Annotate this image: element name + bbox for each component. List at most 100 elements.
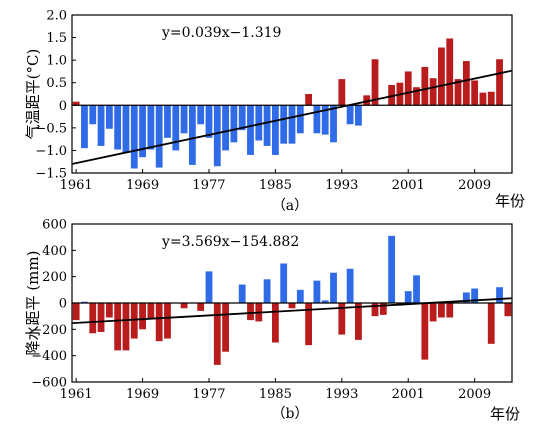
bar-1992	[330, 272, 337, 303]
precipitation-trend-line	[71, 297, 513, 325]
bar-1978	[213, 303, 221, 365]
y-tick-label: 400	[42, 244, 67, 259]
bar-1996	[363, 95, 371, 106]
bar-1979	[222, 303, 229, 352]
bar-1994	[346, 105, 354, 125]
precipitation-x-unit-label: 年份	[490, 405, 520, 423]
bar-1977	[205, 271, 213, 303]
bar-2009	[471, 288, 479, 303]
bar-2001	[404, 71, 412, 106]
bar-1990	[313, 280, 321, 303]
bar-1988	[296, 105, 304, 134]
x-tick-label: 1985	[259, 387, 292, 402]
x-tick-label: 2009	[458, 387, 491, 402]
bar-1981	[238, 284, 246, 303]
y-tick-label: 0.5	[46, 76, 67, 91]
bar-1997	[371, 59, 379, 106]
y-tick-label: 1.0	[46, 54, 67, 69]
precipitation-panel-caption: （b）	[272, 406, 309, 422]
bar-2004	[429, 78, 437, 106]
temperature-panel-caption: （a）	[272, 198, 308, 214]
temperature-trend-line	[71, 69, 513, 165]
bar-2009	[471, 80, 479, 106]
precipitation-y-axis-label: 降水距平 (mm)	[24, 251, 42, 356]
x-tick-label: 2001	[392, 387, 425, 402]
bar-1997	[371, 303, 379, 317]
bar-1983	[255, 105, 263, 141]
bar-1990	[313, 105, 321, 134]
y-tick-label: −200	[31, 323, 67, 338]
bar-1970	[147, 303, 155, 319]
bar-1987	[288, 105, 296, 144]
bar-1965	[105, 105, 113, 129]
temperature-anomaly-chart: −1.5−1.0−0.500.51.01.52.0 1961 1969 1977 19…	[24, 9, 525, 215]
bar-1977	[205, 105, 213, 138]
bar-2001	[404, 291, 412, 303]
y-tick-label: 0	[59, 99, 67, 114]
bar-1966	[114, 105, 122, 150]
bar-1975	[188, 105, 196, 165]
bar-1995	[355, 303, 362, 340]
y-tick-label: 2.0	[46, 9, 67, 24]
x-tick-label: 2009	[458, 178, 491, 193]
temperature-plot-frame	[71, 14, 513, 174]
temperature-x-ticks: 1961 1969 1977 1985 1993 2001 2009	[60, 169, 491, 193]
temperature-x-unit-label: 年份	[495, 192, 525, 210]
bar-1964	[97, 105, 105, 146]
bar-2012	[496, 59, 503, 106]
bar-1985	[271, 303, 279, 343]
bar-1967	[122, 105, 130, 153]
bar-1982	[247, 303, 254, 321]
bar-1972	[164, 105, 171, 138]
bar-2003	[421, 66, 429, 106]
bar-1962	[81, 105, 88, 149]
bar-1964	[97, 303, 105, 332]
bar-1963	[89, 303, 97, 334]
bar-1962	[81, 301, 88, 303]
bar-1966	[114, 303, 122, 351]
bar-1971	[155, 105, 163, 168]
x-tick-label: 1977	[192, 178, 225, 193]
bar-2006	[446, 38, 454, 106]
bar-2013	[504, 303, 512, 317]
bar-1981	[238, 105, 246, 131]
y-tick-label: −600	[31, 376, 67, 391]
y-tick-label: 1.5	[46, 31, 67, 46]
bar-1995	[355, 105, 362, 126]
bar-1974	[180, 105, 188, 134]
x-tick-label: 1969	[126, 178, 159, 193]
bar-2005	[438, 47, 445, 106]
x-tick-label: 2001	[392, 178, 425, 193]
bar-1986	[280, 105, 288, 144]
bar-1985	[271, 105, 279, 155]
bar-1979	[222, 105, 229, 151]
bar-1971	[155, 303, 163, 342]
x-tick-label: 1993	[325, 178, 358, 193]
bar-1984	[263, 105, 271, 146]
x-tick-label: 1969	[126, 387, 159, 402]
bar-1973	[172, 105, 180, 151]
precipitation-x-ticks: 1961 1969 1977 1985 1993 2001 2009	[60, 378, 491, 402]
bar-2011	[487, 91, 495, 106]
bar-2005	[438, 303, 445, 318]
bar-1999	[388, 84, 396, 106]
bar-2002	[413, 275, 420, 303]
y-tick-label: −0.5	[35, 121, 67, 136]
bar-1965	[105, 303, 113, 318]
precipitation-trend-equation: y=3.569x−154.882	[161, 234, 299, 250]
y-tick-label: −1.5	[35, 167, 67, 182]
bar-1984	[263, 279, 271, 303]
bar-2004	[429, 303, 437, 322]
bar-2006	[446, 303, 454, 318]
bar-1974	[180, 303, 188, 309]
temperature-bars	[72, 38, 503, 169]
bar-1961	[72, 303, 80, 321]
bar-1972	[164, 303, 171, 339]
bar-1994	[346, 268, 354, 303]
bar-1976	[197, 303, 205, 311]
bar-1980	[230, 105, 238, 143]
x-tick-label: 1961	[60, 178, 93, 193]
bar-1989	[305, 303, 313, 346]
